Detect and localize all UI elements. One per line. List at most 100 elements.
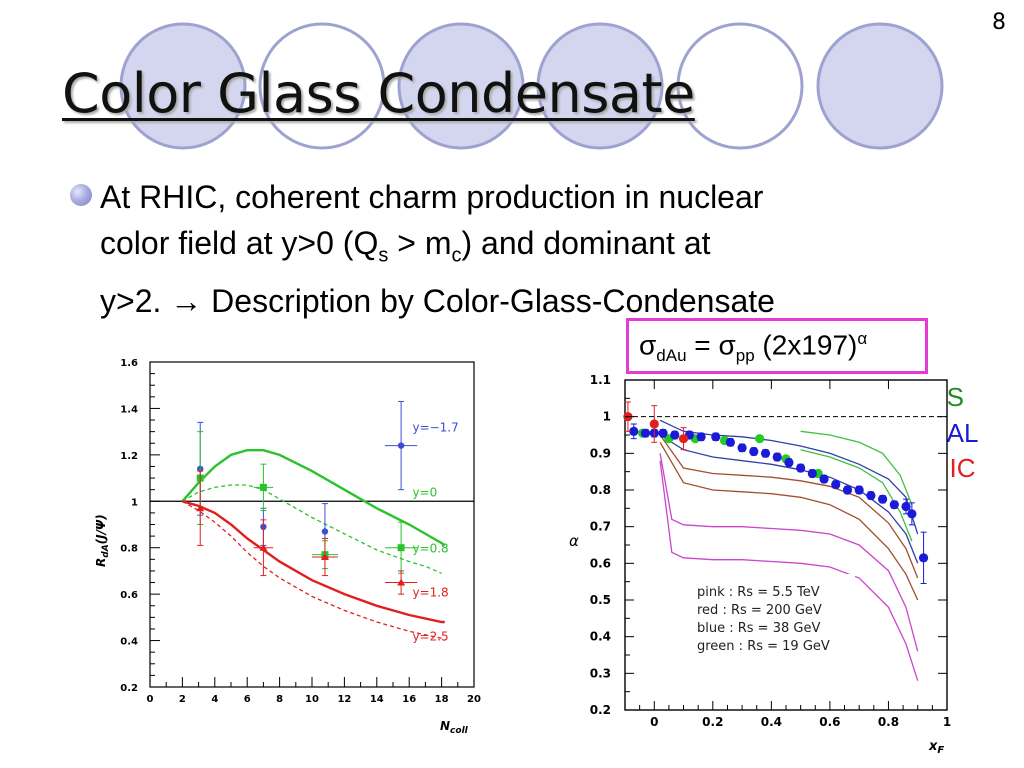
left-series-label: y=0 xyxy=(412,486,437,500)
decor-circle-2 xyxy=(258,22,386,150)
right-ytick-label: 0.6 xyxy=(590,556,611,570)
right-point-fnal xyxy=(866,490,876,501)
right-point-fnal xyxy=(831,479,841,490)
plot-frame-left xyxy=(149,361,475,688)
right-point-rhic xyxy=(649,419,659,429)
right-point-fnal xyxy=(725,437,735,447)
right-point-fnal xyxy=(889,500,899,510)
right-point-fnal xyxy=(807,468,817,479)
formula-sub-pp: pp xyxy=(735,345,755,365)
right-point-rhic xyxy=(678,434,689,444)
right-theory-curve-4 xyxy=(659,453,919,652)
right-point-fnal xyxy=(772,452,782,462)
left-xtick-label: 6 xyxy=(244,694,251,705)
right-point-fnal xyxy=(640,428,651,438)
left-xtick-label: 8 xyxy=(276,694,283,705)
decor-circle-3 xyxy=(397,22,525,150)
right-point-sps xyxy=(755,434,765,444)
right-xtick-label: 0.2 xyxy=(702,715,723,729)
left-point-square xyxy=(397,544,405,552)
left-curve-2 xyxy=(182,484,442,574)
left-xtick-label: 14 xyxy=(370,694,384,705)
right-point-fnal xyxy=(658,428,668,438)
bullet-dot-icon xyxy=(70,184,92,206)
header-circles xyxy=(119,22,944,150)
slide-number: 8 xyxy=(992,10,1006,35)
left-xtick-label: 2 xyxy=(179,694,186,705)
bullet-sub-c: c xyxy=(451,244,462,267)
legend-blue: blue : Rs = 38 GeV xyxy=(697,621,820,636)
right-theory-curve-7 xyxy=(800,449,913,542)
decor-circle-6 xyxy=(816,22,944,150)
right-legend-box: pink : Rs = 5.5 TeV red : Rs = 200 GeV b… xyxy=(690,574,855,658)
right-ylabel: α xyxy=(569,532,579,550)
left-point-circle xyxy=(397,442,405,449)
formula-sigma-1: σ xyxy=(639,329,657,361)
right-ytick-label: 0.9 xyxy=(590,446,611,460)
right-point-fnal xyxy=(711,432,721,442)
arrow-icon: → xyxy=(170,283,203,320)
right-point-fnal xyxy=(907,509,917,519)
right-point-fnal xyxy=(901,501,911,512)
left-ytick-label: 1.4 xyxy=(120,404,138,415)
right-point-fnal xyxy=(749,446,759,457)
right-point-fnal xyxy=(819,474,829,484)
left-ytick-label: 0.6 xyxy=(120,590,138,601)
right-legend-frame xyxy=(690,574,855,658)
right-point-fnal xyxy=(854,485,864,495)
left-ylabel: RdA(J/Ψ) xyxy=(94,514,111,567)
left-series-label: y=0.8 xyxy=(412,541,448,555)
right-theory-curve-2 xyxy=(659,434,919,579)
legend-pink: pink : Rs = 5.5 TeV xyxy=(697,585,820,600)
decor-circle-5 xyxy=(676,22,804,150)
bullet-line-2b: > m xyxy=(388,225,452,261)
left-curve-4 xyxy=(182,500,446,642)
legend-red: red : Rs = 200 GeV xyxy=(697,603,822,618)
left-ytick-label: 0.2 xyxy=(120,683,138,694)
bullet-line-1: At RHIC, coherent charm production in nu… xyxy=(100,179,764,215)
left-ytick-label: 0.4 xyxy=(120,637,138,648)
legend-green: green : Rs = 19 GeV xyxy=(697,639,830,654)
left-point-triangle xyxy=(259,543,268,551)
right-point-fnal xyxy=(696,432,706,442)
chart-alpha-vs-xf: 0 0.2 0.4 0.6 0.8 1 0.2 0.3 0.4 0.5 0.6 0.7 0.8 0.9 1 1… xyxy=(569,373,951,756)
right-ytick-label: 1.1 xyxy=(590,373,611,387)
formula-sub-dau: dAu xyxy=(656,345,687,365)
left-point-square xyxy=(259,483,267,491)
right-theory-curve-3 xyxy=(659,441,919,601)
formula-equals: = xyxy=(686,329,719,361)
right-point-fnal xyxy=(629,426,639,436)
bullet-line-3b: Description by Color-Glass-Condensate xyxy=(202,283,775,320)
bullet-line-2a: color field at y>0 (Q xyxy=(100,225,379,261)
left-xtick-label: 18 xyxy=(435,694,449,705)
left-point-triangle xyxy=(397,578,406,586)
left-ytick-label: 1.6 xyxy=(120,358,138,369)
right-ytick-label: 0.5 xyxy=(590,593,611,607)
left-ytick-label: 0.8 xyxy=(120,544,138,555)
right-point-fnal xyxy=(670,430,680,440)
right-xtick-label: 0.6 xyxy=(819,715,840,729)
left-point-triangle xyxy=(196,504,205,512)
slide-title: Color Glass Condensate xyxy=(62,62,695,125)
formula-sigma-2: σ xyxy=(718,329,736,361)
plot-frame-right xyxy=(624,379,948,711)
bullet-line-2c: ) and dominant at xyxy=(461,225,711,261)
right-ytick-label: 0.2 xyxy=(590,703,611,717)
left-series-label: y=2.5 xyxy=(412,630,448,644)
left-xtick-label: 4 xyxy=(211,694,218,705)
right-point-fnal xyxy=(796,463,806,473)
right-ytick-label: 0.8 xyxy=(590,483,611,497)
left-xlabel: Ncoll xyxy=(440,719,469,736)
left-curve-1 xyxy=(181,449,446,547)
bullet-line-3a: y>2. xyxy=(100,283,171,320)
right-ytick-label: 0.4 xyxy=(590,630,611,644)
right-xlabel: xF xyxy=(928,739,944,756)
left-ytick-label: 1 xyxy=(131,497,138,508)
right-ytick-label: 0.7 xyxy=(590,520,611,534)
right-ytick-label: 1 xyxy=(603,410,611,424)
right-ytick-label: 0.3 xyxy=(590,666,611,680)
right-point-fnal xyxy=(760,448,771,458)
left-curve-3 xyxy=(182,500,445,624)
formula-sup-alpha: α xyxy=(857,329,868,348)
bullet-sub-s: s xyxy=(378,244,389,267)
